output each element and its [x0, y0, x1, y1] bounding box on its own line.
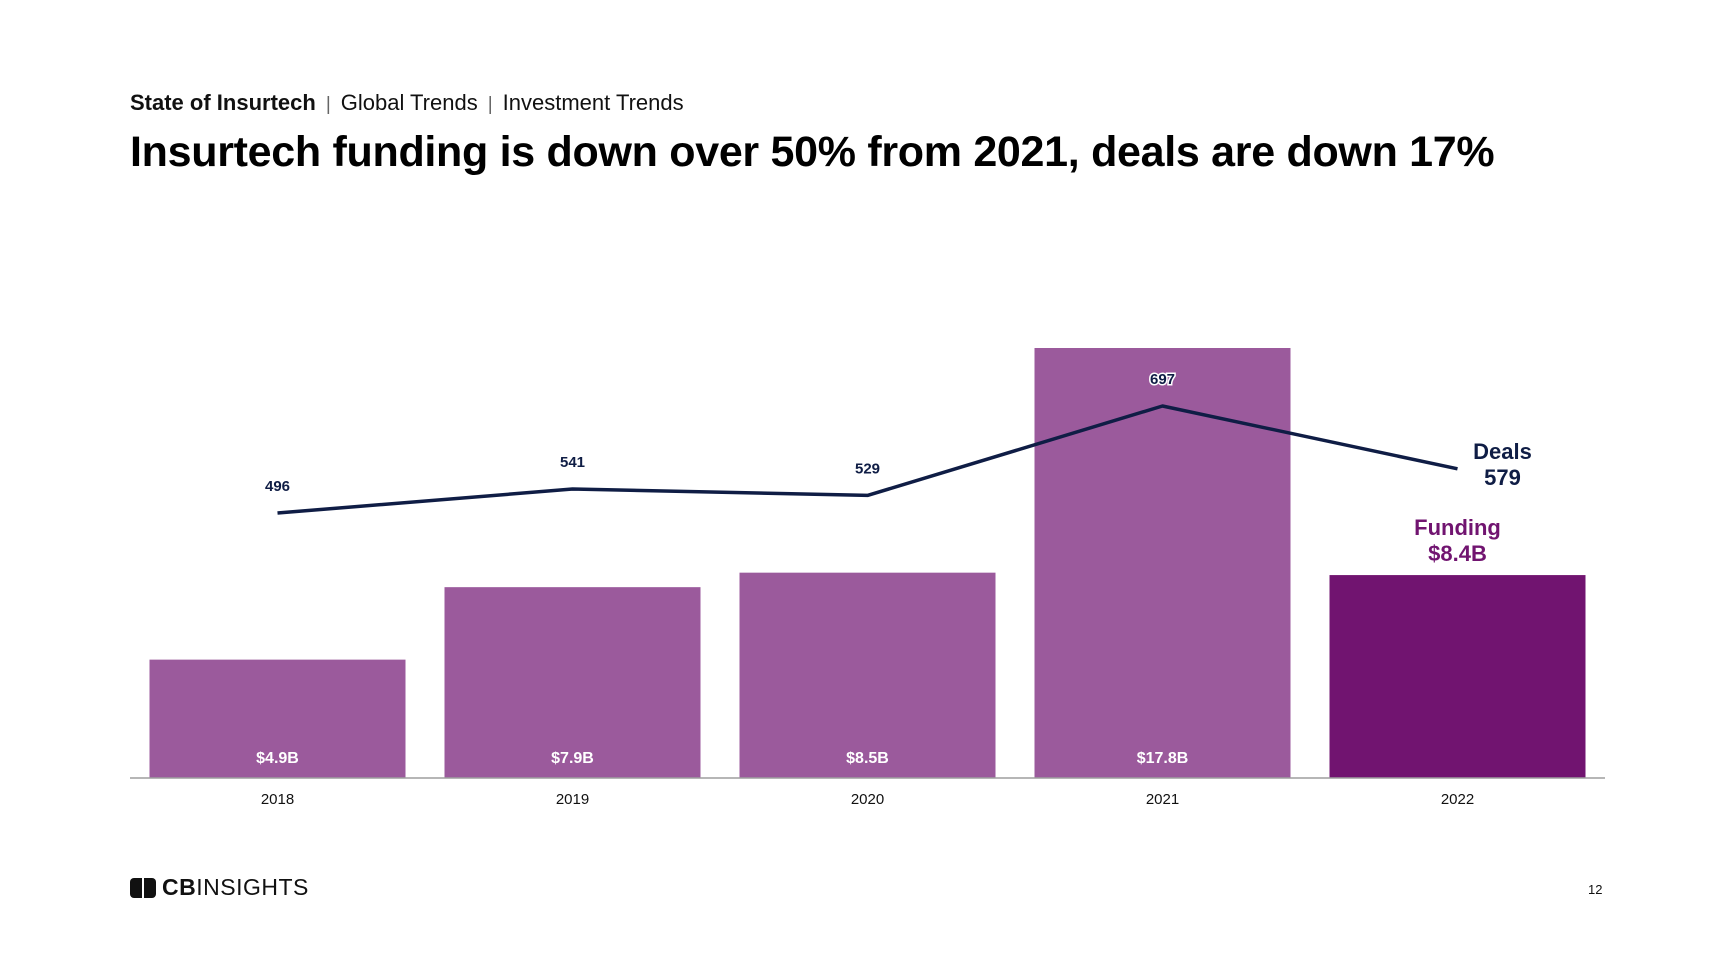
cbinsights-logo-icon: [130, 877, 156, 898]
breadcrumb-item-state-of-insurtech: State of Insurtech: [130, 90, 316, 115]
cbinsights-logo: CBINSIGHTS: [130, 874, 309, 901]
breadcrumb-item-global-trends: Global Trends: [340, 90, 478, 115]
funding-bar-2019: [444, 587, 701, 778]
deals-value-label-2020: 529: [855, 460, 880, 477]
funding-value-label-2019: $7.9B: [551, 750, 594, 767]
deals-value-label-2021: 697: [1150, 371, 1175, 388]
funding-value-label-2021: $17.8B: [1137, 750, 1189, 767]
x-tick-label-2018: 2018: [261, 791, 294, 808]
funding-bar-2018: [149, 659, 406, 778]
logo-text: CBINSIGHTS: [162, 874, 309, 900]
x-tick-label-2021: 2021: [1146, 791, 1179, 808]
x-tick-label-2020: 2020: [851, 791, 884, 808]
deals-value-label-2019: 541: [560, 454, 585, 471]
deals-line: [277, 404, 1458, 515]
funding-value-label-2018: $4.9B: [256, 750, 299, 767]
funding-value-label-2020: $8.5B: [846, 750, 889, 767]
breadcrumb-separator: |: [325, 94, 331, 115]
x-tick-label-2022: 2022: [1441, 791, 1474, 808]
deals-callout-value: 579: [1484, 465, 1521, 490]
funding-callout-value: $8.4B: [1428, 541, 1487, 566]
funding-callout-name: Funding: [1414, 515, 1501, 540]
deals-value-label-2018: 496: [265, 478, 290, 495]
deals-callout-name: Deals: [1473, 439, 1532, 464]
breadcrumb-separator: |: [487, 94, 493, 115]
breadcrumb: State of Insurtech | Global Trends | Investm…: [130, 90, 684, 116]
funding-bar-2020: [739, 572, 996, 778]
x-tick-label-2019: 2019: [556, 791, 589, 808]
page-title: Insurtech funding is down over 50% from …: [130, 128, 1495, 176]
breadcrumb-item-investment-trends: Investment Trends: [502, 90, 684, 115]
funding-bar-2021: [1034, 348, 1291, 778]
funding-bar-2022: [1329, 575, 1586, 778]
page-number: 12: [1588, 882, 1603, 897]
